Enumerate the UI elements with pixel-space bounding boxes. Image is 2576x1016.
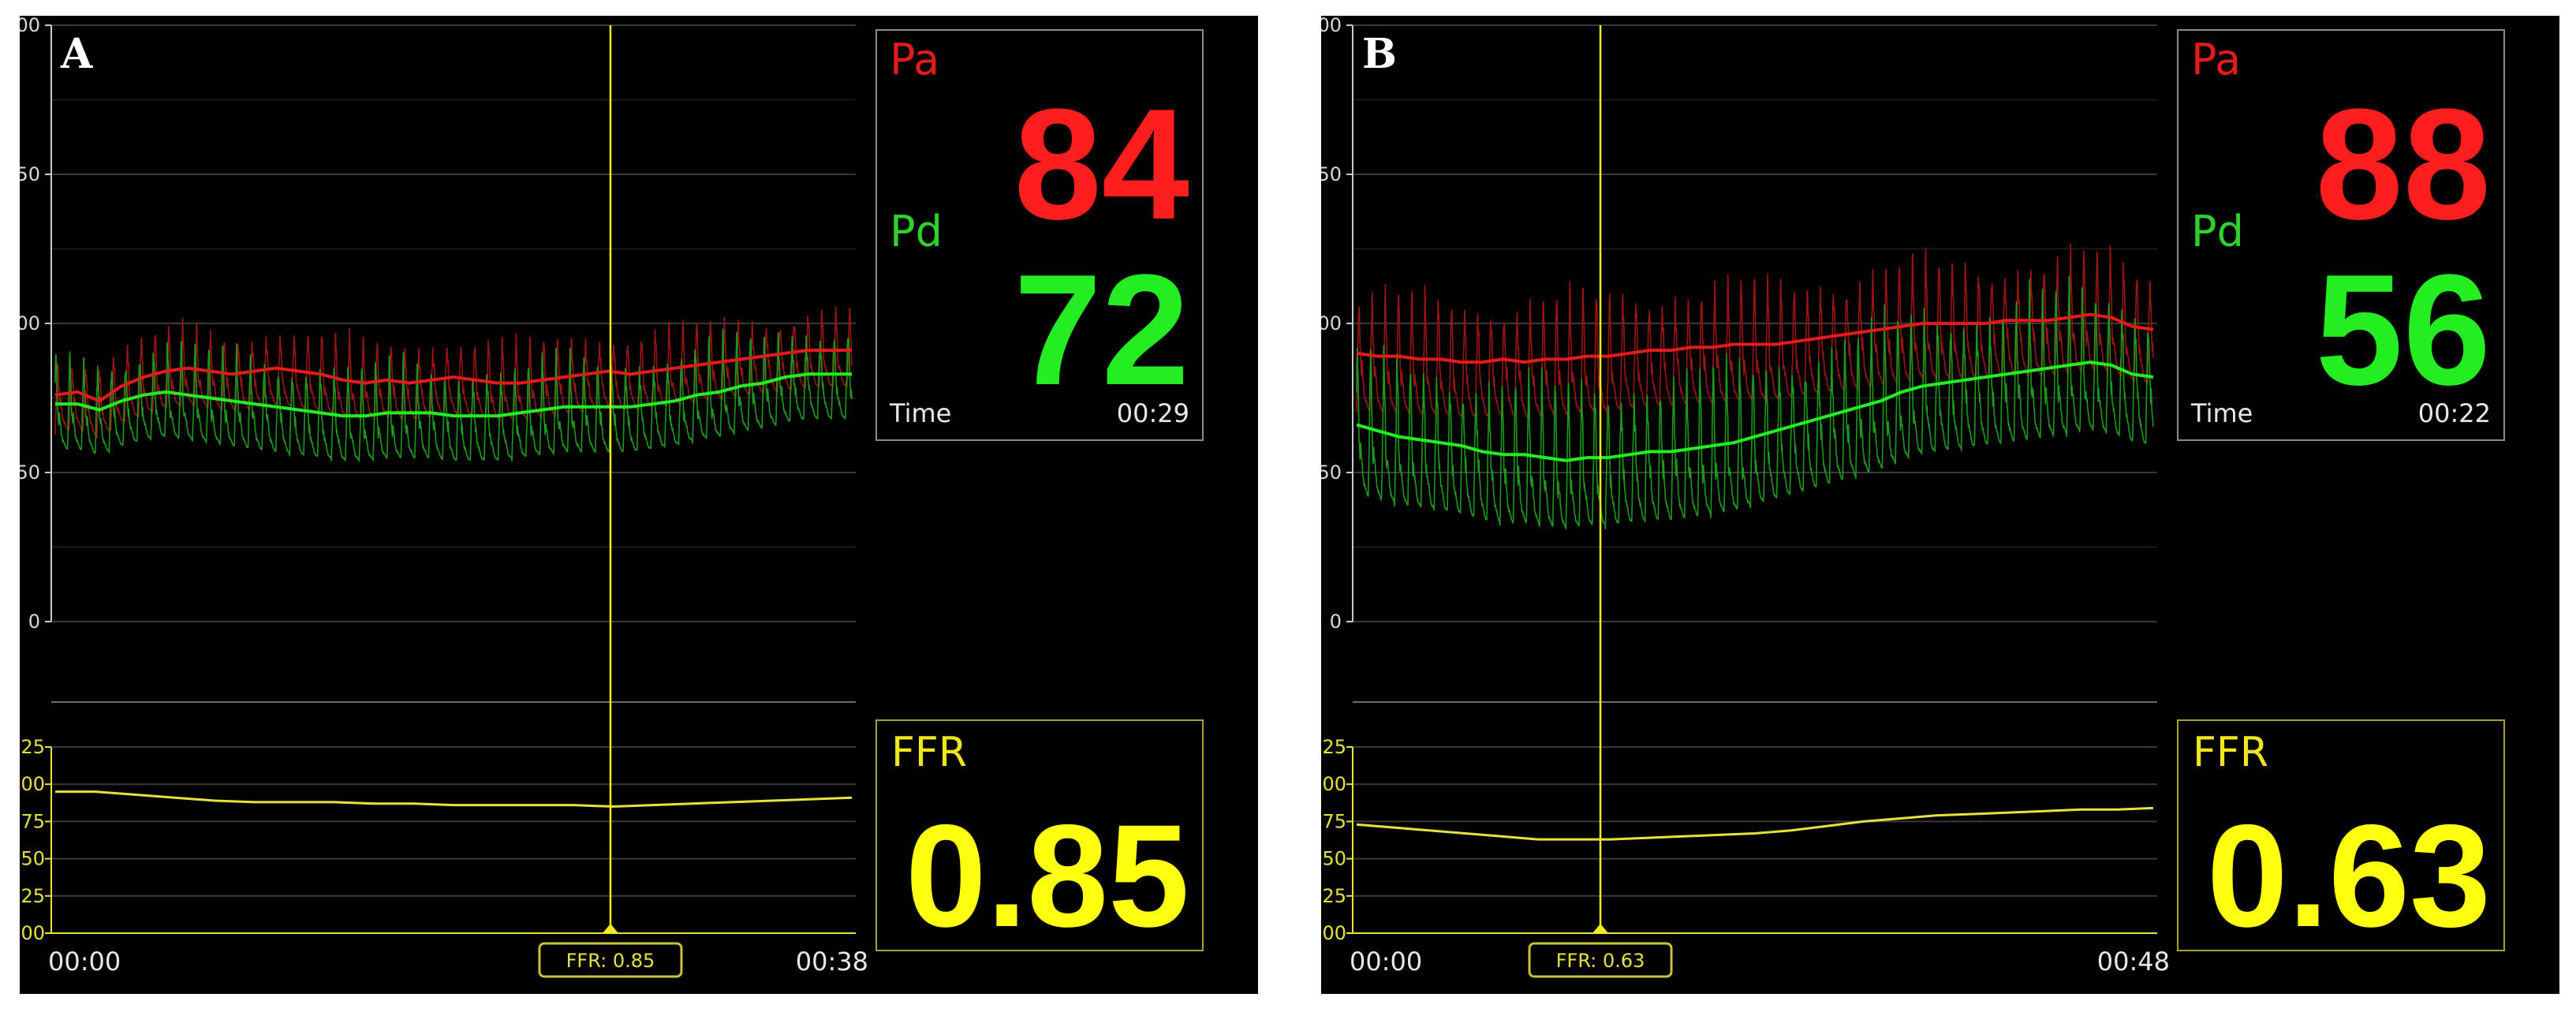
ffr-tick-label: 0.25	[20, 885, 45, 907]
pressure-ffr-chart-a: 0 50 100 150 200 0.00 0.25 0.50 0.75 1.00 1.25 00:0…	[20, 16, 868, 978]
pd-value: 56	[2315, 242, 2491, 418]
pressure-tick-label: 150	[20, 163, 40, 185]
pressure-tick-label: 100	[20, 312, 40, 334]
pa-label: Pa	[890, 35, 940, 84]
pressure-tick-label: 50	[20, 461, 40, 484]
x-start-label: 00:00	[1350, 947, 1422, 977]
pd-label: Pd	[2191, 207, 2244, 256]
pressure-tick-label: 50	[1321, 461, 1342, 484]
pressure-readout: Pa 88 Pd 56 Time 00:22	[2177, 29, 2505, 441]
pressure-tick-label: 0	[28, 611, 40, 633]
ffr-tick-label: 1.00	[20, 773, 45, 795]
cursor-marker	[602, 924, 618, 933]
ffr-value: 0.85	[905, 795, 1189, 958]
ffr-label: FFR	[2193, 729, 2268, 776]
pd-pulse-trace	[1356, 275, 2154, 530]
ffr-readout: FFR 0.63	[2177, 719, 2505, 951]
pa-mean-line	[1356, 312, 2154, 364]
panel-a: 0 50 100 150 200 0.00 0.25 0.50 0.75 1.00 1.25 00:0…	[20, 16, 1258, 994]
cursor-label-box	[1528, 942, 1673, 978]
time-value: 00:29	[1116, 398, 1189, 428]
ffr-line	[1356, 806, 2154, 841]
ffr-tick-label: 0.00	[20, 922, 45, 944]
ffr-tick-label: 1.00	[1321, 773, 1346, 795]
ffr-tick-label: 0.50	[1321, 848, 1346, 870]
pa-pulse-trace	[1356, 243, 2154, 419]
panel-b: 0 50 100 150 200 0.00 0.25 0.50 0.75 1.00 1.25 00:0…	[1321, 16, 2559, 994]
panel-label: A	[61, 30, 93, 78]
cursor-label: FFR: 0.85	[566, 950, 655, 972]
time-value: 00:22	[2417, 398, 2491, 428]
pa-value: 88	[2315, 77, 2491, 252]
pressure-tick-label: 0	[1330, 611, 1342, 633]
x-start-label: 00:00	[48, 947, 121, 977]
pa-value: 84	[1014, 77, 1189, 252]
pd-label: Pd	[890, 207, 943, 256]
pd-mean-line	[55, 372, 852, 418]
ffr-tick-label: 1.25	[20, 736, 45, 758]
pa-pulse-trace	[54, 306, 853, 439]
pressure-tick-label: 100	[1321, 312, 1342, 334]
time-label: Time	[2191, 398, 2253, 428]
pressure-readout: Pa 84 Pd 72 Time 00:29	[875, 29, 1204, 441]
pressure-tick-label: 150	[1321, 163, 1342, 185]
ffr-line	[55, 790, 853, 809]
x-end-label: 00:38	[796, 947, 868, 977]
ffr-tick-label: 0.75	[20, 810, 45, 832]
ffr-tick-label: 0.25	[1321, 885, 1346, 907]
pd-value: 72	[1014, 242, 1189, 418]
pressure-ffr-chart-b: 0 50 100 150 200 0.00 0.25 0.50 0.75 1.00 1.25 00:0…	[1321, 16, 2170, 978]
cursor-label-box	[538, 942, 683, 978]
ffr-tick-label: 0.75	[1321, 810, 1346, 832]
pressure-tick-label: 200	[20, 16, 40, 36]
x-end-label: 00:48	[2097, 947, 2170, 977]
cursor-label: FFR: 0.63	[1556, 950, 1645, 972]
time-label: Time	[890, 398, 952, 428]
ffr-tick-label: 1.25	[1321, 736, 1346, 758]
ffr-label: FFR	[891, 729, 967, 776]
ffr-tick-label: 0.00	[1321, 922, 1346, 944]
ffr-tick-label: 0.50	[20, 848, 45, 870]
pa-label: Pa	[2191, 35, 2242, 84]
pressure-tick-label: 200	[1321, 16, 1342, 36]
pd-pulse-trace	[54, 328, 853, 463]
pd-mean-line	[1356, 360, 2154, 462]
pa-mean-line	[54, 349, 852, 403]
cursor-marker	[1592, 924, 1609, 933]
ffr-value: 0.63	[2206, 795, 2491, 958]
panel-label: B	[1362, 30, 1397, 78]
ffr-readout: FFR 0.85	[875, 719, 1204, 951]
